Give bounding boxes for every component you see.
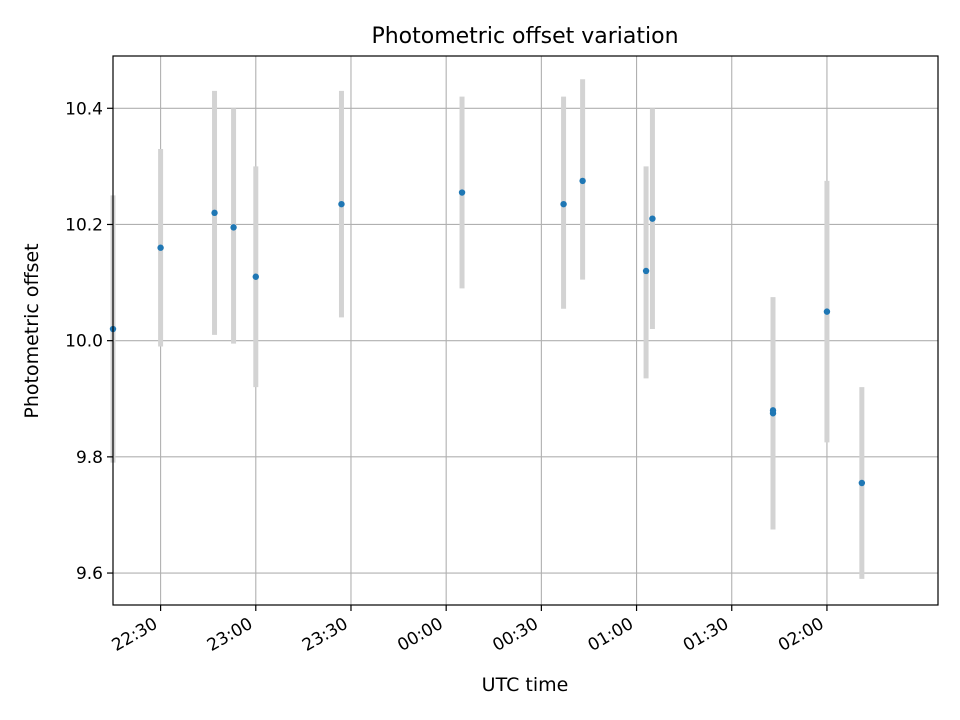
data-point	[858, 479, 866, 487]
chart-title: Photometric offset variation	[371, 24, 678, 49]
y-tick-label: 9.8	[76, 448, 103, 468]
error-bars	[110, 79, 865, 579]
grid	[113, 56, 938, 605]
data-point	[769, 410, 777, 417]
x-tick-label: 00:00	[394, 614, 446, 656]
x-tick-label: 02:00	[775, 614, 827, 656]
x-axis-ticks: 22:30 23:00 23:30 00:00 00:30 01:00 01:30 02:00	[109, 605, 828, 656]
x-tick-label: 00:30	[489, 614, 541, 656]
x-tick-label: 23:30	[299, 614, 351, 656]
data-point	[579, 177, 586, 185]
plot-area-frame	[112, 55, 939, 606]
data-point	[560, 200, 567, 208]
data-point	[211, 209, 218, 217]
y-axis-label: Photometric offset	[21, 243, 43, 418]
x-tick-label: 23:00	[204, 614, 256, 656]
data-points	[109, 177, 866, 487]
data-point	[157, 244, 164, 251]
data-point	[252, 273, 259, 280]
data-point	[823, 308, 831, 315]
y-axis-ticks: 9.6 9.8 10.0 10.2 10.4	[65, 99, 113, 584]
data-point	[230, 224, 237, 231]
data-point	[649, 215, 656, 222]
data-point	[642, 267, 650, 275]
y-tick-label: 9.6	[76, 564, 103, 584]
x-tick-label: 01:00	[585, 614, 637, 656]
y-tick-label: 10.0	[65, 332, 103, 352]
x-tick-label: 22:30	[109, 614, 161, 656]
y-tick-label: 10.4	[65, 99, 103, 119]
x-axis-label: UTC time	[482, 674, 569, 696]
x-tick-label: 01:30	[680, 614, 732, 656]
data-point	[458, 189, 466, 196]
data-point	[338, 200, 345, 208]
y-tick-label: 10.2	[65, 215, 103, 235]
